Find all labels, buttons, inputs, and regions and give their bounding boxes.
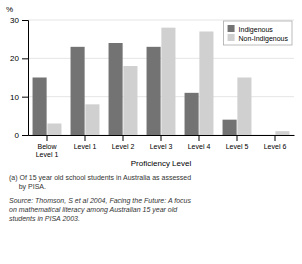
bar [223,120,237,135]
x-tick-label: Level 3 [150,143,173,150]
x-tick-mark [85,135,86,141]
y-tick-label: 0 [15,131,20,140]
bar [33,78,47,136]
x-tick-mark [199,135,200,141]
bar [199,32,213,136]
annotation-line: on mathematical literacy among Australia… [9,206,178,214]
bar [185,93,199,135]
x-tick: Level 4 [188,135,211,150]
chart: 0102030BelowLevel 1Level 1Level 2Level 3… [0,0,302,264]
grid-line [28,96,294,97]
x-tick-mark [161,135,162,141]
annotation-line: Source: Thomson, S et al 2004, Facing th… [9,197,191,205]
y-tick-mark [22,58,28,59]
bar [161,28,175,135]
legend-swatch [228,34,235,41]
x-tick-label-line: Level 2 [112,143,135,150]
bar [85,104,99,135]
annotation: Source: Thomson, S et al 2004, Facing th… [9,197,191,222]
y-axis-title: % [6,5,13,14]
annotation: (a) Of 15 year old school students in Au… [9,174,191,191]
annotation-line: students in PISA 2003. [9,215,80,222]
bar [123,66,137,135]
bar [47,124,61,136]
y-axis-line [22,21,29,136]
x-tick: Level 6 [264,135,287,150]
bar [261,135,275,136]
x-tick-label: Level 6 [264,143,287,150]
x-tick: Level 2 [112,135,135,150]
y-tick-mark [22,135,28,136]
x-tick: Level 1 [74,135,97,150]
y-tick-mark [22,20,28,21]
annotation-line: by PISA. [9,183,46,191]
bar [71,47,85,135]
legend-box [224,21,292,45]
x-axis-title: Proficiency Level [131,159,192,168]
annotation-line: (a) Of 15 year old school students in Au… [9,174,191,182]
legend-swatch [228,25,235,32]
y-tick: 30 [10,16,28,25]
x-tick: Level 3 [150,135,173,150]
legend-label: Non-Indigenous [239,35,289,43]
x-tick-label: BelowLevel 1 [36,143,59,158]
y-tick-label: 10 [10,93,19,102]
grid-line [28,58,294,59]
x-tick-label-line: Level 5 [226,143,249,150]
x-tick-mark [123,135,124,141]
grid [28,20,294,135]
x-tick-label: Level 1 [74,143,97,150]
y-tick: 10 [10,93,28,102]
bar [275,131,289,135]
grid-line [28,20,294,21]
x-tick-label-line: Below [37,143,57,150]
x-tick-mark [237,135,238,141]
x-tick: Level 5 [226,135,249,150]
x-tick-mark [275,135,276,141]
x-tick-label-line: Level 1 [36,151,59,158]
y-tick-mark [22,97,28,98]
x-tick-label-line: Level 4 [188,143,211,150]
bar [109,43,123,135]
bar [147,47,161,135]
x-tick-label: Level 5 [226,143,249,150]
x-tick-label-line: Level 3 [150,143,173,150]
legend-label: Indigenous [239,26,274,34]
y-axis: 0 10 20 30 [10,16,28,140]
y-tick: 0 [15,131,28,140]
x-axis: BelowLevel 1Level 1Level 2Level 3Level 4… [29,135,295,158]
x-tick-label: Level 2 [112,143,135,150]
legend: IndigenousNon-Indigenous [224,21,292,45]
y-tick-label: 30 [10,16,19,25]
x-tick-label-line: Level 6 [264,143,287,150]
bar [237,78,251,136]
y-tick-label: 20 [10,54,19,63]
y-tick: 20 [10,54,28,63]
x-tick-mark [47,135,48,141]
x-tick: BelowLevel 1 [36,135,59,158]
x-tick-label: Level 4 [188,143,211,150]
x-tick-label-line: Level 1 [74,143,97,150]
